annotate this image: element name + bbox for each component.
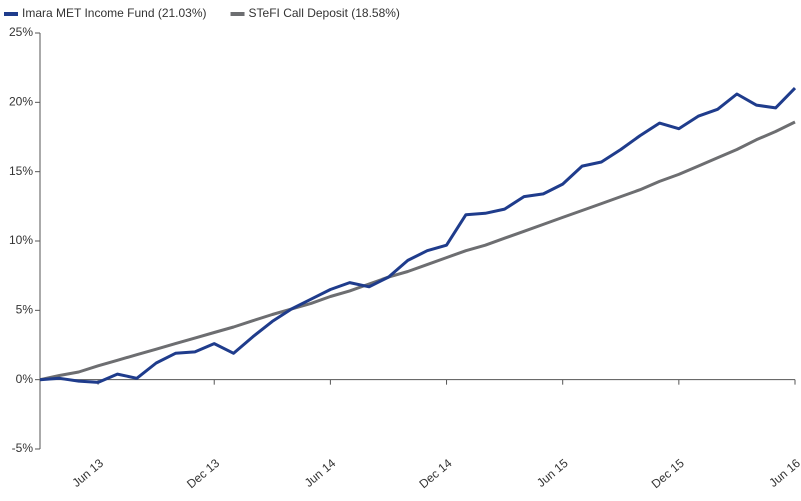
x-tick-label: Dec 13 [184, 456, 222, 491]
y-tick-label: 5% [16, 303, 34, 317]
series-line [39, 120, 796, 382]
x-tick-label: Dec 14 [416, 456, 454, 491]
y-tick-label: 0% [16, 372, 34, 386]
y-tick-label: 10% [9, 233, 33, 247]
y-tick-label: 20% [9, 95, 33, 109]
x-tick-label: Jun 16 [766, 456, 801, 490]
x-tick-label: Jun 15 [534, 456, 571, 490]
series-line [39, 87, 797, 384]
y-tick-label: 15% [9, 164, 33, 178]
y-tick-label: -5% [12, 441, 34, 455]
y-tick-label: 25% [9, 25, 33, 39]
legend-label: STeFI Call Deposit (18.58%) [249, 6, 400, 20]
x-tick-label: Jun 14 [302, 456, 339, 490]
legend-label: Imara MET Income Fund (21.03%) [22, 6, 207, 20]
x-tick-label: Jun 13 [69, 456, 106, 490]
x-tick-label: Dec 15 [649, 456, 687, 491]
